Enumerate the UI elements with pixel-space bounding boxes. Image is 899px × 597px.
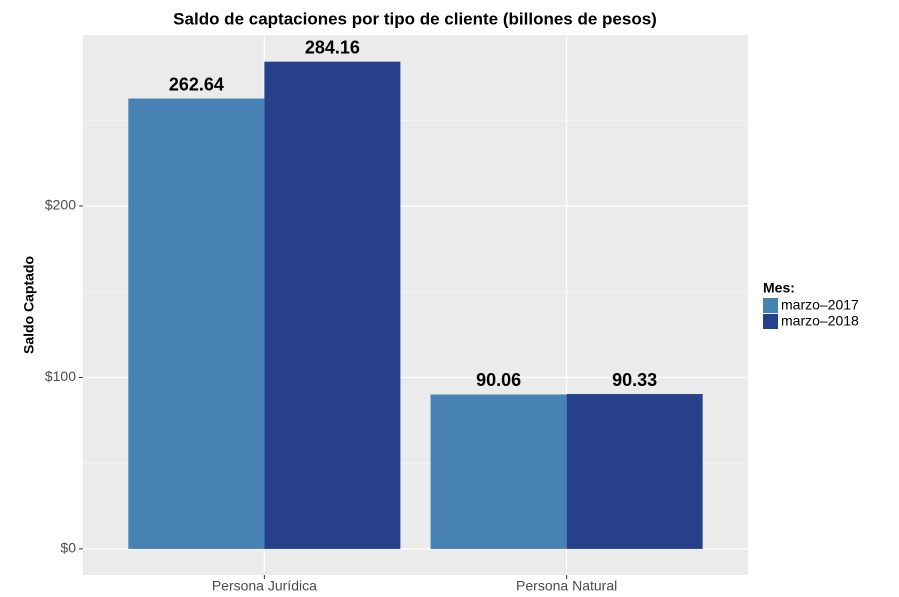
y-tick-label: $200: [45, 197, 76, 213]
value-label: 284.16: [305, 37, 360, 57]
x-tick-label: Persona Jurídica: [212, 578, 317, 594]
legend-label: marzo–2018: [781, 313, 859, 329]
legend-title: Mes:: [763, 280, 795, 296]
y-axis-label: Saldo Captado: [21, 256, 37, 354]
bar: [430, 394, 567, 549]
legend-swatch: [763, 298, 778, 313]
y-tick-label: $100: [45, 368, 76, 384]
value-label: 262.64: [169, 74, 224, 94]
bar: [566, 394, 703, 549]
x-tick-label: Persona Natural: [516, 578, 617, 594]
value-label: 90.06: [476, 370, 521, 390]
chart-title: Saldo de captaciones por tipo de cliente…: [173, 9, 657, 28]
bar: [128, 98, 265, 549]
legend-label: marzo–2017: [781, 297, 859, 313]
bar: [264, 61, 401, 549]
legend-swatch: [763, 314, 778, 329]
y-tick-label: $0: [60, 540, 76, 556]
value-label: 90.33: [612, 370, 657, 390]
